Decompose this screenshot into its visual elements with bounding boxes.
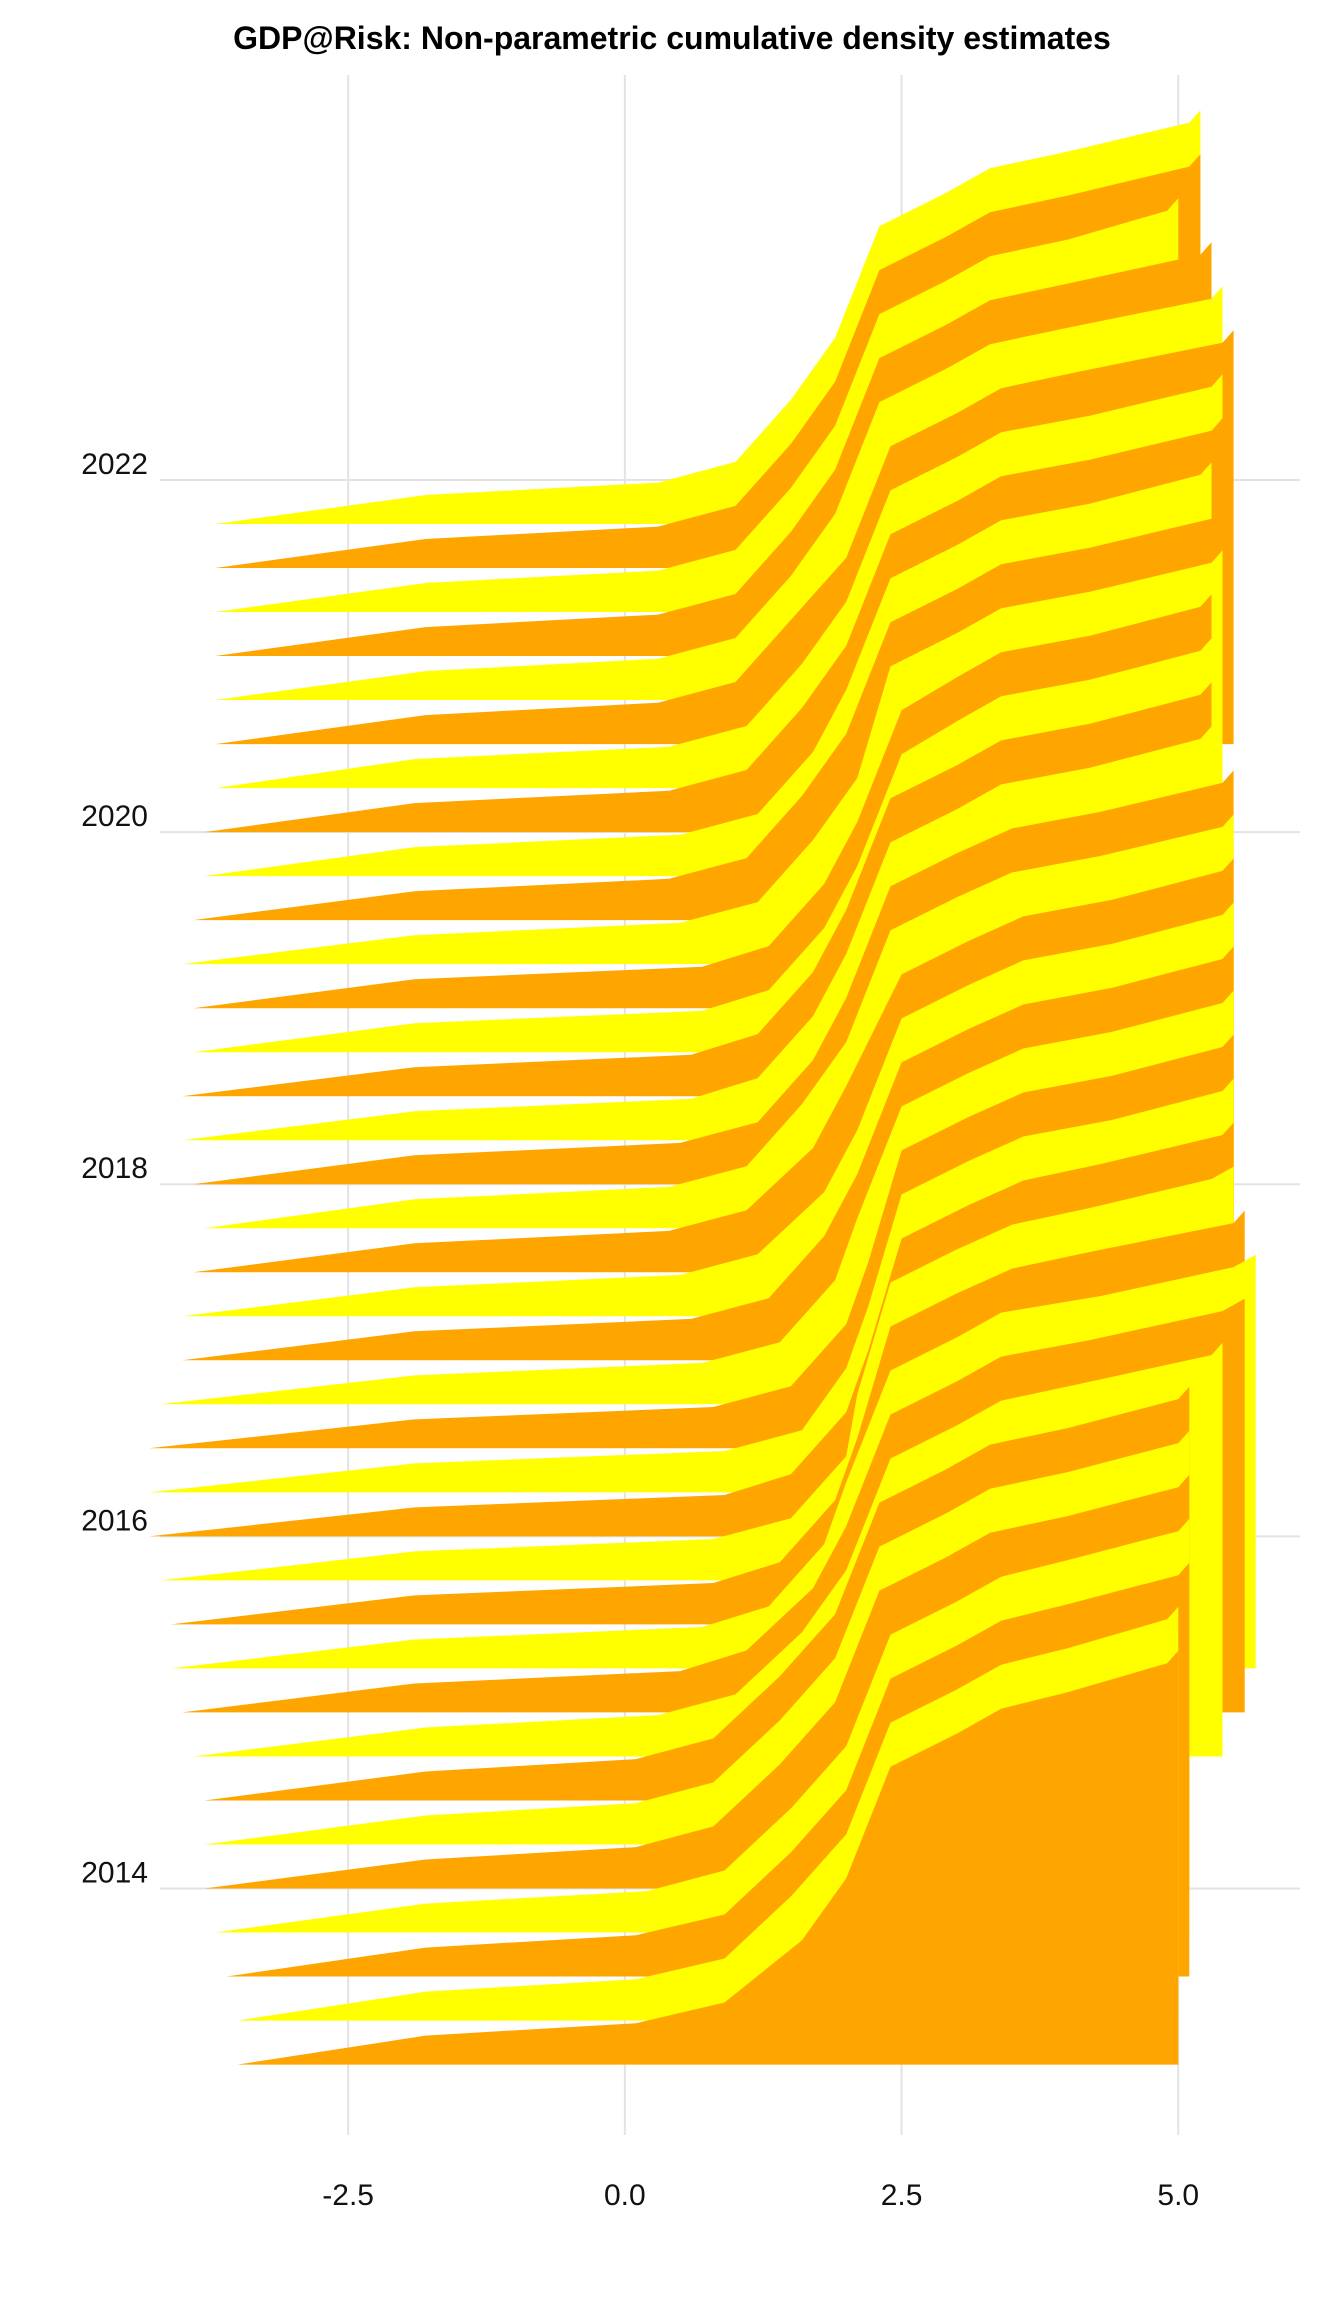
x-tick-label: -2.5 — [322, 2179, 374, 2212]
y-tick-label: 2014 — [81, 1857, 148, 1890]
y-tick-label: 2020 — [81, 800, 148, 833]
x-axis-ticks: -2.5 0.0 2.5 5.0 — [322, 2179, 1199, 2212]
y-tick-label: 2018 — [81, 1152, 148, 1185]
x-tick-label: 2.5 — [881, 2179, 923, 2212]
x-tick-label: 0.0 — [604, 2179, 646, 2212]
y-axis-ticks: 2014 2016 2018 2020 2022 — [81, 448, 148, 1890]
y-tick-label: 2016 — [81, 1504, 148, 1537]
chart-title: GDP@Risk: Non-parametric cumulative dens… — [233, 20, 1111, 56]
ridge-2013 — [237, 1650, 1179, 2065]
y-tick-label: 2022 — [81, 448, 148, 481]
x-tick-label: 5.0 — [1157, 2179, 1199, 2212]
ridges-layer — [148, 110, 1256, 2065]
